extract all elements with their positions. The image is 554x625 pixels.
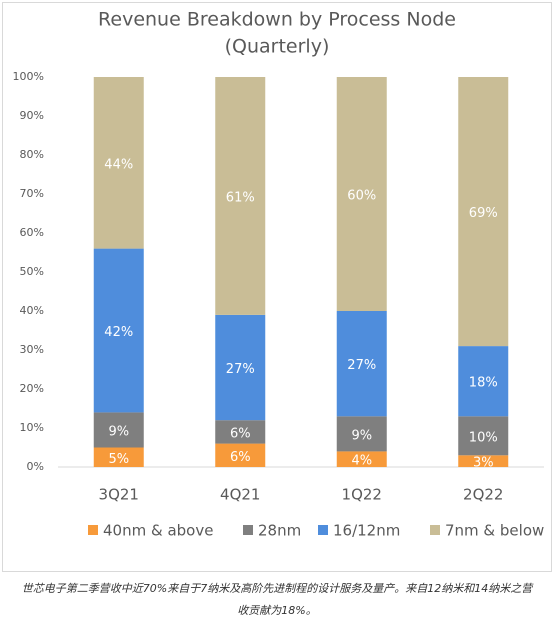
value-label: 42% bbox=[104, 325, 133, 340]
value-label: 5% bbox=[108, 452, 129, 467]
x-tick-label: 4Q21 bbox=[220, 486, 260, 504]
value-label: 4% bbox=[351, 454, 372, 469]
bar-segment bbox=[93, 77, 144, 249]
value-label: 61% bbox=[226, 190, 255, 205]
y-tick-label: 20% bbox=[20, 382, 44, 395]
bar-segment bbox=[458, 416, 509, 456]
legend-swatch bbox=[243, 525, 253, 535]
x-tick-label: 1Q22 bbox=[342, 486, 382, 504]
y-tick-label: 0% bbox=[27, 460, 44, 473]
y-tick-label: 90% bbox=[20, 109, 44, 122]
y-tick-label: 100% bbox=[13, 70, 44, 83]
value-label: 27% bbox=[226, 362, 255, 377]
bar-segment bbox=[458, 77, 509, 347]
value-label: 18% bbox=[469, 376, 498, 391]
legend-label: 16/12nm bbox=[333, 522, 400, 540]
bar-segment bbox=[336, 451, 387, 467]
bar-segment bbox=[215, 443, 266, 467]
y-tick-label: 40% bbox=[20, 304, 44, 317]
bar-segment bbox=[93, 412, 144, 448]
chart-frame bbox=[2, 2, 552, 572]
bar-segment bbox=[215, 420, 266, 444]
y-tick-label: 80% bbox=[20, 148, 44, 161]
value-label: 9% bbox=[351, 428, 372, 443]
legend-label: 7nm & below bbox=[445, 522, 544, 540]
bar-segment bbox=[336, 311, 387, 417]
x-tick-label: 2Q22 bbox=[463, 486, 503, 504]
bar-segment bbox=[215, 77, 266, 315]
chart-subtitle: (Quarterly) bbox=[225, 36, 330, 58]
y-tick-label: 50% bbox=[20, 265, 44, 278]
bar-segment bbox=[93, 447, 144, 467]
value-label: 44% bbox=[104, 157, 133, 172]
legend-swatch bbox=[88, 525, 98, 535]
x-tick-label: 3Q21 bbox=[99, 486, 139, 504]
value-label: 6% bbox=[230, 426, 251, 441]
legend-label: 40nm & above bbox=[103, 522, 213, 540]
caption: 世芯电子第二季营收中近70%来自于7纳米及高阶先进制程的设计服务及量产。来自12… bbox=[21, 582, 533, 617]
bar-segment bbox=[458, 455, 509, 467]
value-label: 27% bbox=[347, 358, 376, 373]
chart-title: Revenue Breakdown by Process Node bbox=[98, 9, 456, 31]
legend-label: 28nm bbox=[258, 522, 301, 540]
bar-segment bbox=[93, 248, 144, 413]
y-tick-label: 60% bbox=[20, 226, 44, 239]
bar-segment bbox=[336, 416, 387, 452]
value-label: 3% bbox=[473, 456, 494, 471]
value-label: 9% bbox=[108, 424, 129, 439]
y-tick-label: 70% bbox=[20, 187, 44, 200]
y-tick-label: 30% bbox=[20, 343, 44, 356]
chart: Revenue Breakdown by Process Node (Quart… bbox=[13, 9, 545, 540]
value-label: 69% bbox=[469, 206, 498, 221]
y-tick-label: 10% bbox=[20, 421, 44, 434]
bar-segment bbox=[215, 314, 266, 421]
value-label: 60% bbox=[347, 189, 376, 204]
value-label: 10% bbox=[469, 430, 498, 445]
legend-swatch bbox=[430, 525, 440, 535]
legend-swatch bbox=[318, 525, 328, 535]
bar-segment bbox=[458, 346, 509, 417]
value-label: 6% bbox=[230, 450, 251, 465]
bar-segment bbox=[336, 77, 387, 311]
